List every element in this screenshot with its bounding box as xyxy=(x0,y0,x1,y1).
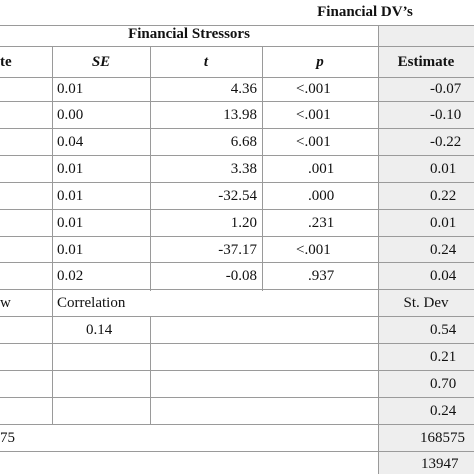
rule xyxy=(0,370,474,371)
cell-t: 1.20 xyxy=(230,215,257,231)
cell-p: .937 xyxy=(308,268,335,284)
rule xyxy=(0,343,474,344)
rule xyxy=(0,289,474,290)
rule xyxy=(0,46,474,47)
rule xyxy=(378,25,379,474)
rule xyxy=(0,236,474,237)
cell-estimate: -0.22 xyxy=(430,134,462,150)
group-header-financial-dvs: Financial DV’s xyxy=(317,4,413,20)
cell-t: 4.36 xyxy=(230,81,257,97)
col-header-correlation: Correlation xyxy=(57,295,126,311)
cell-t: -0.08 xyxy=(225,268,257,284)
rule xyxy=(0,128,474,129)
cell-se: 0.00 xyxy=(57,107,84,123)
cell-estimate: 0.01 xyxy=(430,161,457,177)
rule xyxy=(262,46,263,291)
footer-right: 168575 xyxy=(420,430,465,446)
rule xyxy=(0,182,474,183)
cell-t: 13.98 xyxy=(223,107,257,123)
cell-p: .231 xyxy=(308,215,335,231)
cell-estimate: -0.07 xyxy=(430,81,462,97)
rule xyxy=(0,397,474,398)
cell-se: 0.01 xyxy=(57,242,84,258)
cell-se: 0.01 xyxy=(57,215,84,231)
rule xyxy=(150,316,151,424)
rule xyxy=(0,209,474,210)
cell-p: <.001 xyxy=(296,107,331,123)
cell-stdev: 0.24 xyxy=(430,403,457,419)
rule xyxy=(52,46,53,316)
cell-estimate: 0.01 xyxy=(430,215,457,231)
cell-p: <.001 xyxy=(296,134,331,150)
cell-se: 0.01 xyxy=(57,188,84,204)
cell-t: -37.17 xyxy=(218,242,257,258)
rule xyxy=(0,155,474,156)
rule xyxy=(0,25,474,26)
cell-t: -32.54 xyxy=(218,188,257,204)
rule xyxy=(52,316,53,424)
col-header-estimate-right: Estimate xyxy=(397,54,455,70)
cell-correlation: 0.14 xyxy=(86,322,113,338)
cell-se: 0.01 xyxy=(57,81,84,97)
cell-p: <.001 xyxy=(296,81,331,97)
cell-p: <.001 xyxy=(296,242,331,258)
col-header-se: SE xyxy=(91,54,111,70)
rule xyxy=(0,262,474,263)
cell-stdev: 0.21 xyxy=(430,349,457,365)
cell-t: 3.38 xyxy=(230,161,257,177)
cell-se: 0.01 xyxy=(57,161,84,177)
cell-estimate: 0.04 xyxy=(430,268,457,284)
cell-stdev: 0.70 xyxy=(430,376,457,392)
rule xyxy=(0,77,474,78)
right-column-shading xyxy=(378,25,474,474)
col-header-t: t xyxy=(203,54,209,70)
rule xyxy=(0,316,474,317)
cell-stdev: 0.54 xyxy=(430,322,457,338)
cell-se: 0.02 xyxy=(57,268,84,284)
rule xyxy=(0,101,474,102)
cell-p: .000 xyxy=(308,188,335,204)
cell-t: 6.68 xyxy=(230,134,257,150)
rule xyxy=(150,46,151,291)
footer-right: 13947 xyxy=(421,456,459,472)
cell-estimate: 0.24 xyxy=(430,242,457,258)
col-header-p: p xyxy=(316,54,324,70)
rule xyxy=(0,424,474,425)
col-header-random-left: w xyxy=(0,295,11,311)
cell-estimate: -0.10 xyxy=(430,107,462,123)
footer-left: 75 xyxy=(0,430,15,446)
rule xyxy=(0,451,474,452)
col-header-stdev: St. Dev xyxy=(403,295,449,311)
cell-estimate: 0.22 xyxy=(430,188,457,204)
cell-se: 0.04 xyxy=(57,134,84,150)
col-header-estimate-left: te xyxy=(0,54,12,70)
group-header-financial-stressors: Financial Stressors xyxy=(128,26,250,42)
cell-p: .001 xyxy=(308,161,335,177)
